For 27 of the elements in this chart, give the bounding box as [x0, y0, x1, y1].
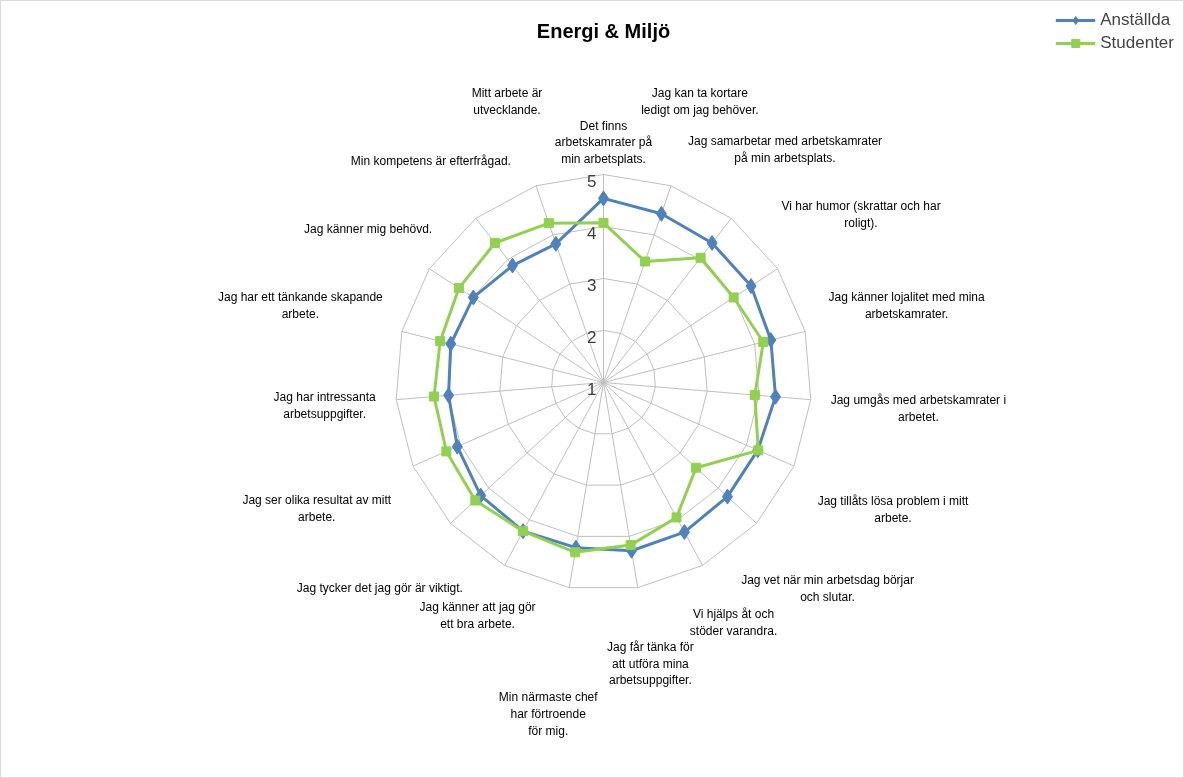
spoke-label: Vi har humor (skrattar och har roligt). — [781, 198, 941, 230]
spoke-label: Jag har ett tänkande skapande arbete. — [217, 290, 384, 322]
y-tick-label: 2 — [587, 327, 597, 347]
y-tick-label: 5 — [587, 171, 597, 191]
spoke-label: Jag vet när min arbetsdag börjar och slutar. — [741, 573, 914, 605]
spoke-label: Jag känner lojalitet med mina arbetskamrater. — [828, 290, 985, 322]
y-tick-label: 4 — [587, 223, 597, 243]
spoke-label: Jag umgås med arbetskamrater i arbetet. — [830, 393, 1007, 424]
spoke-label: Mitt arbete är utvecklande. — [471, 86, 543, 117]
spoke-label: Min närmaste chef har förtroende för mig. — [498, 690, 599, 738]
y-tick-label: 3 — [587, 275, 597, 295]
legend-label: Anställda — [1100, 10, 1171, 30]
spoke-label: Jag har intressanta arbetsuppgifter. — [273, 390, 376, 422]
spoke-label: Jag får tänka för att utföra mina arbetsuppgifter. — [607, 639, 694, 688]
spoke-label: Jag samarbetar med arbetskamrater på min arbetsplats. — [687, 133, 883, 165]
spoke-label: Jag ser olika resultat av mitt arbete. — [242, 492, 392, 524]
spoke-label: Jag tycker det jag gör är viktigt. — [296, 581, 463, 596]
spoke-label: Jag tillåts lösa problem i mitt arbete. — [817, 494, 970, 525]
spoke-label: Jag kan ta kortare ledigt om jag behöver. — [641, 86, 759, 118]
spoke-label: Jag känner att jag gör ett bra arbete. — [419, 599, 536, 631]
spoke-label: Vi hjälps åt och stöder varandra. — [689, 607, 778, 639]
legend-label: Studenter — [1100, 33, 1174, 53]
chart-title: Energi & Miljö — [536, 19, 671, 42]
spoke-label: Min kompetens är efterfrågad. — [350, 153, 511, 168]
spoke-label: Det finns arbetskamrater på min arbetsplats. — [554, 118, 653, 167]
spoke-label: Jag känner mig behövd. — [304, 221, 433, 236]
y-tick-label: 1 — [587, 379, 597, 399]
